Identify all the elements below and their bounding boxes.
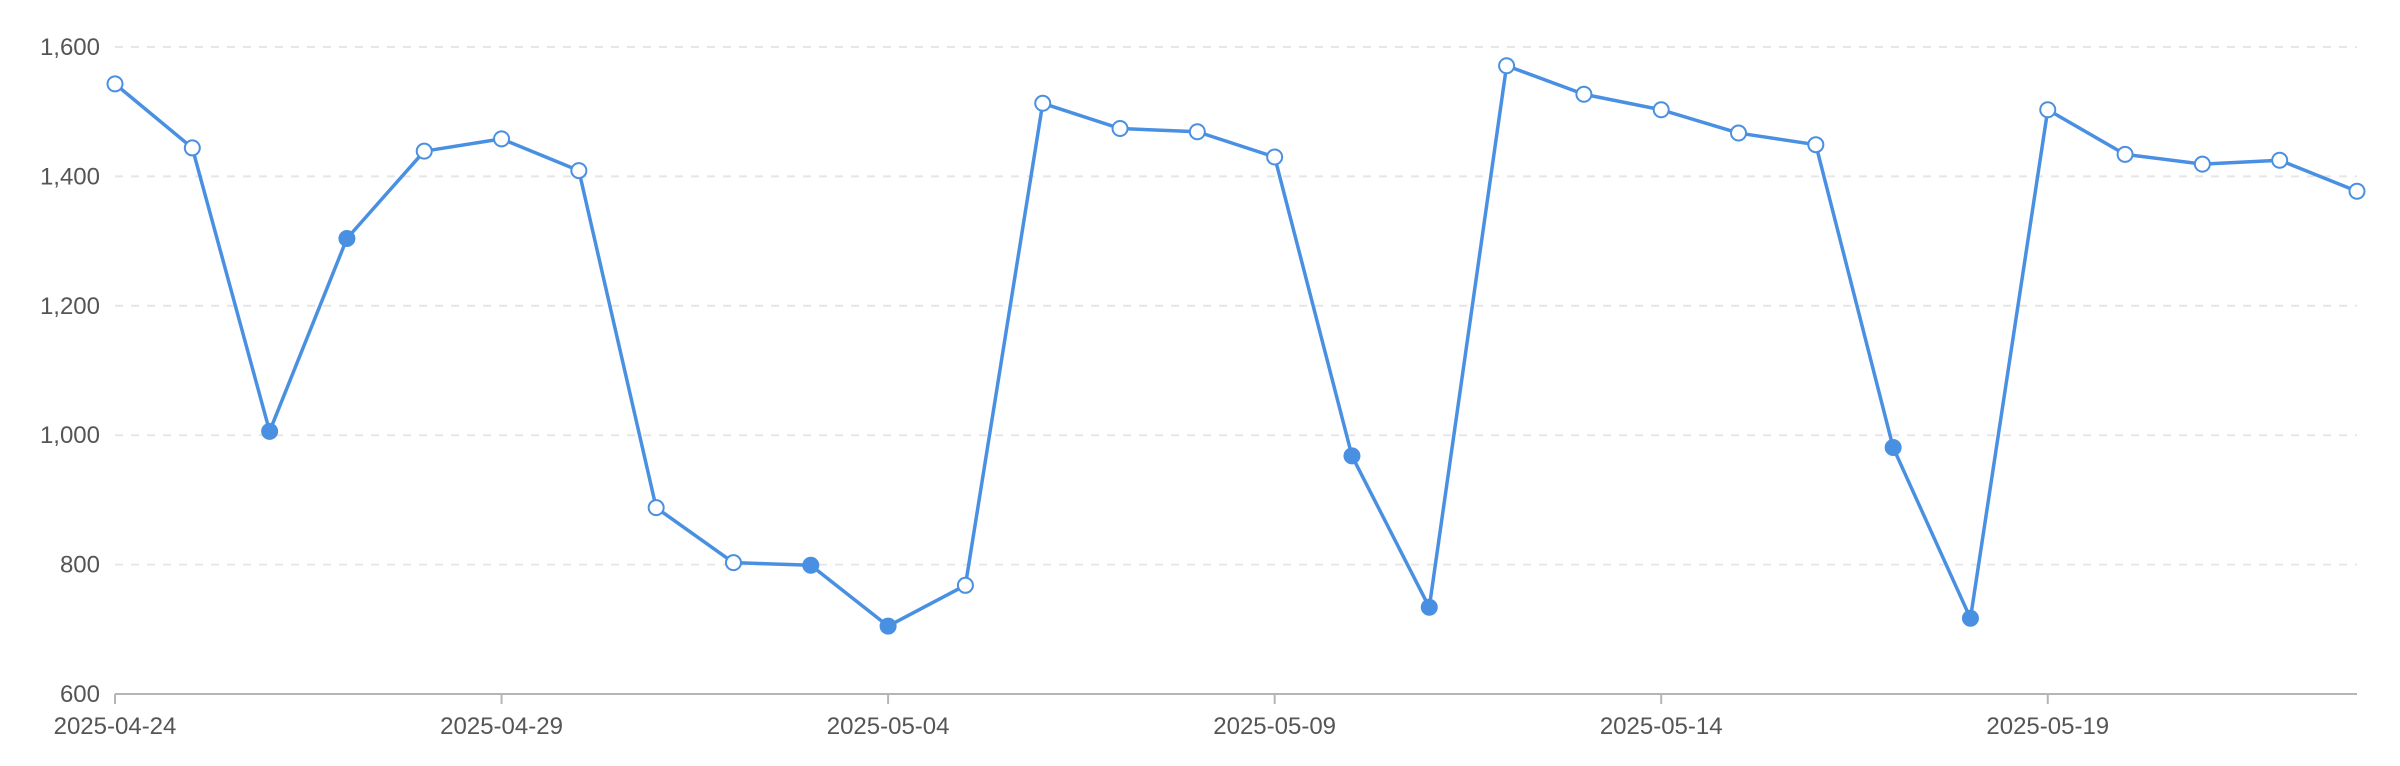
data-point[interactable] (2193, 155, 2211, 173)
data-point[interactable] (2039, 101, 2057, 119)
data-point[interactable] (879, 617, 897, 635)
data-point[interactable] (1961, 609, 1979, 627)
data-point[interactable] (1343, 447, 1361, 465)
x-tick-label: 2025-05-14 (1600, 713, 1723, 740)
data-point[interactable] (2116, 145, 2134, 163)
data-point[interactable] (1034, 94, 1052, 112)
x-tick-label: 2025-04-24 (54, 713, 177, 740)
data-point[interactable] (1884, 438, 1902, 456)
y-tick-label: 1,600 (40, 34, 100, 61)
x-tick-labels: 2025-04-24 2025-04-29 2025-05-04 2025-05-09… (54, 713, 2110, 740)
data-point[interactable] (1652, 101, 1670, 119)
data-point[interactable] (493, 130, 511, 148)
data-point[interactable] (802, 556, 820, 574)
x-tick-label: 2025-05-19 (1986, 713, 2109, 740)
x-tick-label: 2025-05-09 (1213, 713, 1336, 740)
series (113, 64, 2359, 628)
x-tick-label: 2025-05-04 (827, 713, 950, 740)
data-point[interactable] (2348, 182, 2366, 200)
y-tick-label: 800 (60, 552, 100, 579)
x-tick-label: 2025-04-29 (440, 713, 563, 740)
series-line (113, 64, 2359, 628)
y-tick-labels: 600 800 1,000 1,200 1,400 1,600 (40, 34, 100, 708)
data-point[interactable] (724, 554, 742, 572)
data-point[interactable] (1730, 124, 1748, 142)
axes (114, 693, 2357, 704)
data-points (106, 57, 2366, 635)
data-point[interactable] (1266, 148, 1284, 166)
data-point[interactable] (261, 422, 279, 440)
data-point[interactable] (1575, 85, 1593, 103)
data-point[interactable] (415, 142, 433, 160)
data-point[interactable] (570, 162, 588, 180)
data-point[interactable] (647, 499, 665, 517)
data-point[interactable] (1420, 598, 1438, 616)
data-point[interactable] (106, 75, 124, 93)
data-point[interactable] (1188, 123, 1206, 141)
data-point[interactable] (338, 230, 356, 248)
data-point[interactable] (183, 139, 201, 157)
grid (115, 46, 2357, 566)
data-point[interactable] (1807, 136, 1825, 154)
data-point[interactable] (2271, 151, 2289, 169)
y-tick-label: 1,000 (40, 422, 100, 449)
y-tick-label: 600 (60, 681, 100, 708)
data-point[interactable] (1498, 57, 1516, 75)
y-tick-label: 1,200 (40, 293, 100, 320)
y-tick-label: 1,400 (40, 163, 100, 190)
data-point[interactable] (956, 576, 974, 594)
data-point[interactable] (1111, 120, 1129, 138)
